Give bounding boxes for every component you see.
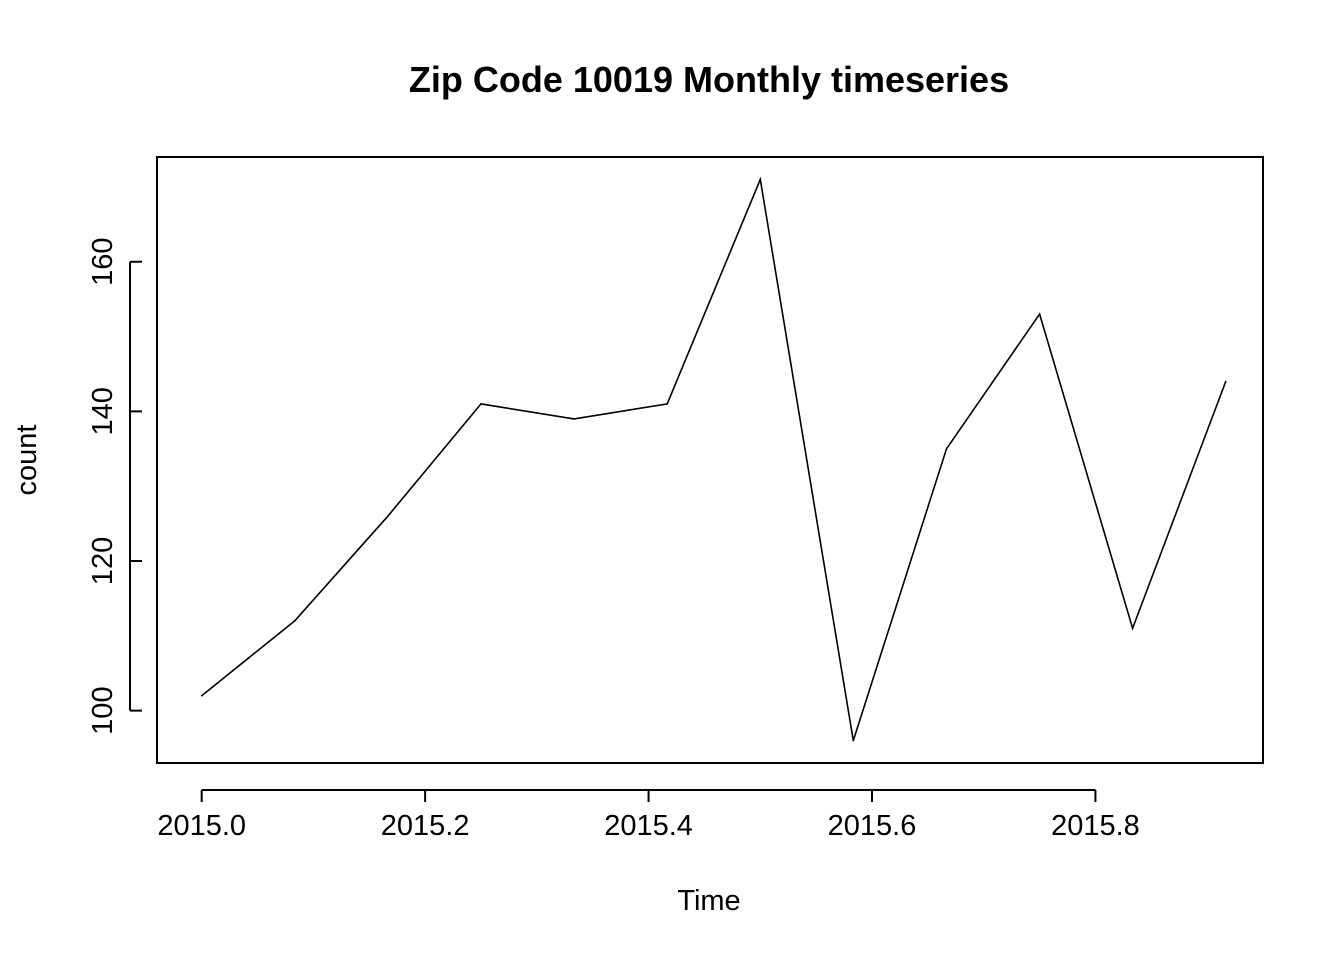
- x-axis-label: Time: [677, 885, 740, 917]
- y-tick-label: 160: [87, 238, 119, 286]
- x-tick-label: 2015.2: [381, 810, 470, 842]
- data-point: [480, 403, 482, 405]
- data-point: [1225, 380, 1227, 383]
- y-tick-label: 120: [87, 537, 119, 585]
- data-point: [1131, 627, 1134, 630]
- data-point: [945, 448, 948, 450]
- x-axis: 2015.0 2015.2 2015.4 2015.6 2015.8: [157, 789, 1140, 842]
- series-line: [201, 176, 1227, 741]
- y-axis: 100 120 140 160: [87, 238, 142, 735]
- data-point: [200, 694, 203, 697]
- x-tick-label: 2015.6: [828, 810, 917, 842]
- x-tick-label: 2015.0: [157, 810, 246, 842]
- x-tick-label: 2015.4: [604, 810, 693, 842]
- data-point: [759, 178, 762, 181]
- data-point: [666, 403, 668, 405]
- y-tick-label: 100: [87, 686, 119, 734]
- data-point: [387, 515, 389, 517]
- data-point: [573, 418, 575, 420]
- x-tick-label: 2015.8: [1051, 810, 1140, 842]
- series-group: [200, 176, 1227, 742]
- data-point: [1038, 313, 1041, 315]
- chart-title: Zip Code 10019 Monthly timeseries: [409, 59, 1009, 100]
- data-point: [293, 620, 296, 622]
- data-point: [852, 739, 855, 742]
- y-tick-label: 140: [87, 387, 119, 435]
- plot-frame: [156, 156, 1264, 764]
- y-axis-label: count: [11, 425, 43, 496]
